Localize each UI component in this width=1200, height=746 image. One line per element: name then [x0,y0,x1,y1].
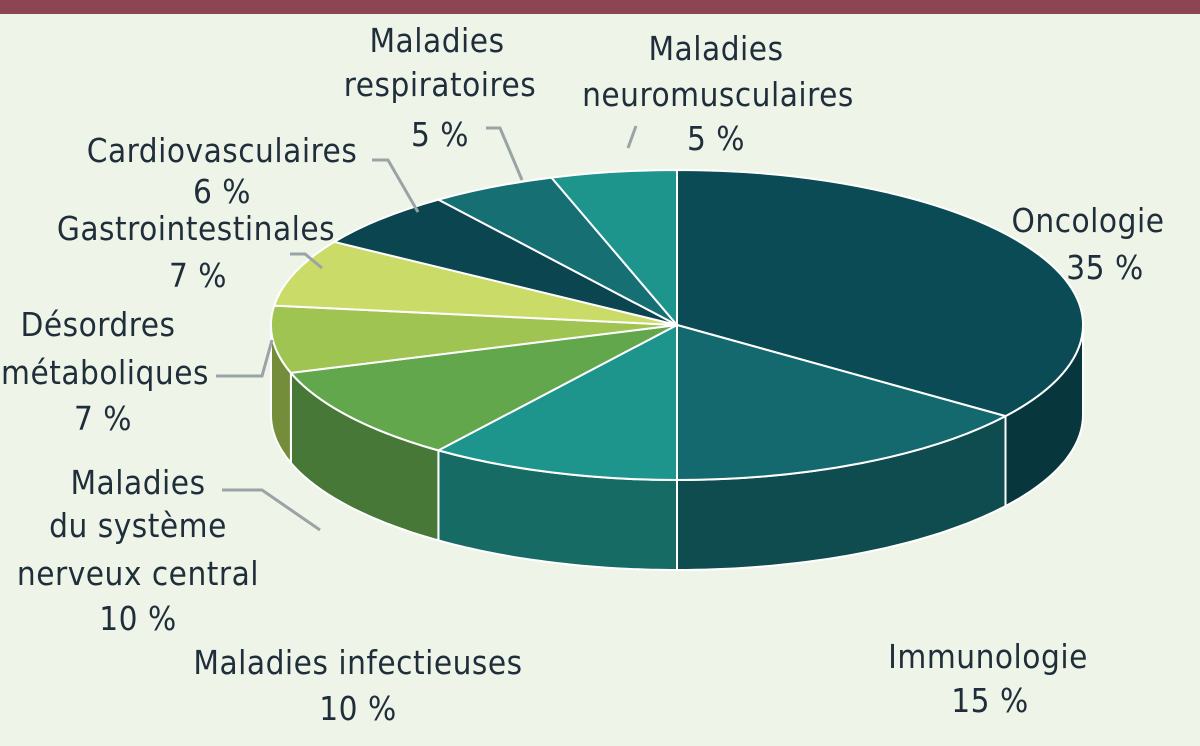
header-bar [0,0,1200,14]
slice-value-1: 35 % [1066,248,1143,287]
slice-value-3: 10 % [319,689,396,728]
slice-label-8: respiratoires [344,65,536,104]
slice-value-8: 5 % [411,115,469,154]
pie-slices [270,169,1084,481]
slice-7 [333,198,678,326]
slice-label-4: nerveux central [17,554,259,593]
slice-value-5: 7 % [74,399,132,438]
slice-5 [270,304,678,374]
slice-1 [676,169,1084,418]
slice-3 [437,324,678,481]
slice-value-7: 6 % [193,172,251,211]
label-leader-7 [372,158,420,213]
slice-value-9: 5 % [687,119,745,158]
slice-label-9: neuromusculaires [582,75,854,114]
slice-4 [289,324,678,452]
label-leader-8 [486,126,524,181]
slice-9 [550,169,678,326]
slice-label-9: Maladies [648,29,783,68]
slice-label-1: Oncologie [1012,201,1165,240]
slice-labels: Oncologie 35 % Immunologie 15 % Maladies inf… [1,21,1164,728]
slice-label-5: métaboliques [1,353,209,392]
slice-label-5: Désordres [21,305,176,344]
slice-label-4: Maladies [70,463,205,502]
slice-label-7: Cardiovasculaires [87,131,358,170]
slice-label-2: Immunologie [888,637,1088,676]
label-leader-9 [626,125,638,149]
slice-value-6: 7 % [169,256,227,295]
slice-label-4: du système [49,506,227,545]
slice-value-4: 10 % [99,599,176,638]
label-leader-4 [222,488,321,532]
slice-2 [676,324,1007,481]
label-leader-6 [290,252,323,270]
slice-label-3: Maladies infectieuses [193,643,522,682]
label-leader-5 [216,339,274,378]
label-leaders [216,125,638,532]
slice-6 [273,240,678,326]
slice-label-6: Gastrointestinales [57,209,335,248]
slice-value-2: 15 % [951,681,1028,720]
slice-label-8: Maladies [369,21,504,60]
